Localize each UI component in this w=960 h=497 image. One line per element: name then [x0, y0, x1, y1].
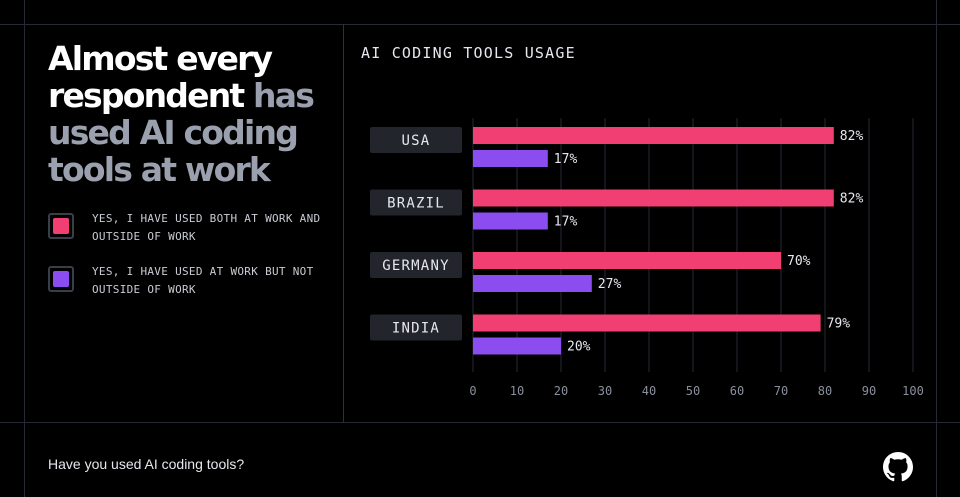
category-label: INDIA — [392, 321, 440, 337]
headline-rest: has used AI coding tools at work — [48, 76, 315, 189]
x-tick-label: 70 — [774, 384, 788, 398]
legend-label-work-only: YES, I HAVE USED AT WORK BUT NOT OUTSIDE… — [92, 265, 314, 296]
category-label: USA — [402, 133, 431, 149]
x-tick-label: 50 — [686, 384, 700, 398]
x-tick-label: 10 — [510, 384, 524, 398]
category-label-box — [370, 314, 462, 341]
legend-swatch-work-only — [48, 266, 74, 292]
bar-value-label: 82% — [840, 129, 864, 144]
bar-value-label: 79% — [827, 317, 851, 332]
bar-value-label: 70% — [787, 254, 811, 269]
x-tick-label: 40 — [642, 384, 656, 398]
bar — [473, 252, 781, 269]
legend-label-both: YES, I HAVE USED BOTH AT WORK AND OUTSID… — [92, 212, 321, 243]
frame-line-left — [24, 0, 25, 497]
legend-swatch-fill — [53, 271, 69, 287]
bar — [473, 337, 561, 355]
x-tick-label: 0 — [469, 384, 476, 398]
x-tick-label: 20 — [554, 384, 568, 398]
bar — [473, 150, 548, 167]
bar-value-label: 20% — [567, 340, 591, 355]
headline: Almost every respondent has used AI codi… — [48, 40, 348, 188]
bar — [473, 212, 548, 230]
bar — [473, 189, 834, 207]
category-label-box — [370, 252, 462, 278]
bar-value-label: 17% — [554, 215, 578, 230]
legend-swatch-both — [48, 213, 74, 239]
x-tick-label: 60 — [730, 384, 744, 398]
frame-line-bottom — [0, 422, 960, 423]
github-icon — [883, 452, 913, 482]
x-tick-label: 100 — [902, 384, 924, 398]
panel-divider — [343, 24, 344, 422]
bar-value-label: 17% — [554, 152, 578, 167]
headline-emphasis: Almost every respondent — [48, 39, 273, 115]
bar — [473, 127, 834, 144]
bar-value-label: 27% — [598, 277, 622, 292]
chart-title: AI CODING TOOLS USAGE — [361, 44, 576, 62]
frame-line-top — [0, 24, 960, 25]
x-tick-label: 80 — [818, 384, 832, 398]
category-label: GERMANY — [382, 258, 449, 274]
bar — [473, 314, 821, 332]
category-label: BRAZIL — [387, 196, 445, 212]
category-label-box — [370, 127, 462, 153]
x-tick-label: 90 — [862, 384, 876, 398]
legend-swatch-fill — [53, 218, 69, 234]
category-label-box — [370, 189, 462, 216]
bar-value-label: 82% — [840, 192, 864, 207]
survey-question: Have you used AI coding tools? — [48, 456, 245, 472]
bar — [473, 275, 592, 292]
x-tick-label: 30 — [598, 384, 612, 398]
frame-line-right — [936, 0, 937, 497]
